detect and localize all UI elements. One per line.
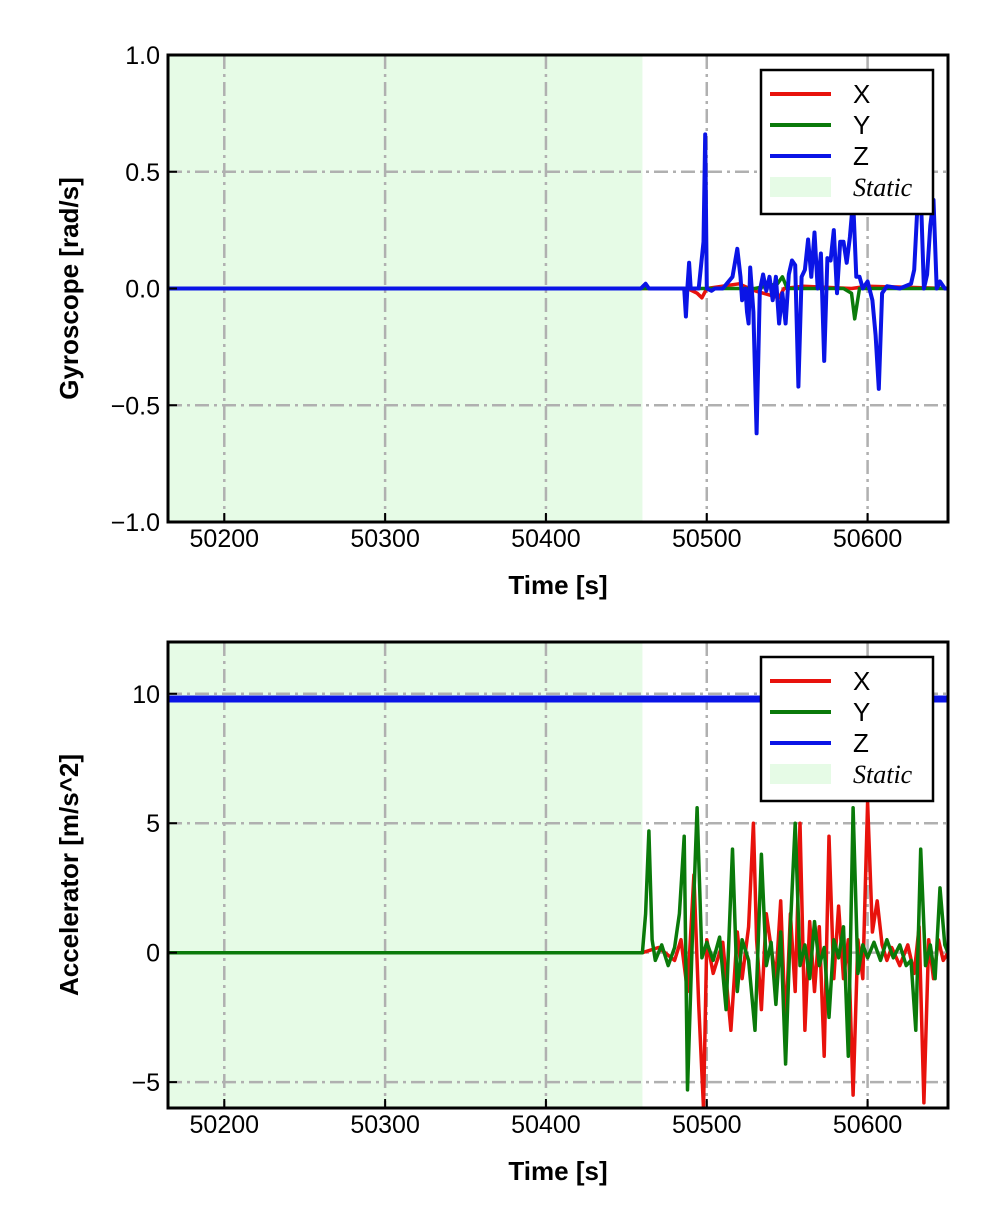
- x-tick-label: 50300: [350, 1111, 420, 1139]
- y-tick-label: −1.0: [111, 509, 160, 537]
- legend-label-y: Y: [853, 697, 870, 727]
- x-tick-label: 50200: [190, 525, 260, 553]
- x-tick-label: 50400: [511, 1111, 581, 1139]
- y-axis-label: Accelerator [m/s^2]: [54, 754, 84, 996]
- y-tick-label: 10: [132, 681, 160, 709]
- x-tick-label: 50200: [190, 1111, 260, 1139]
- x-tick-label: 50600: [833, 1111, 903, 1139]
- x-axis-label: Time [s]: [508, 570, 607, 600]
- y-tick-label: 5: [146, 810, 160, 838]
- legend-label-y: Y: [853, 110, 870, 140]
- y-tick-label: 1.0: [125, 42, 160, 70]
- legend-swatch-static: [770, 177, 831, 197]
- plot-frame: [166, 640, 950, 1110]
- x-tick-label: 50500: [672, 525, 742, 553]
- legend-label-static: Static: [853, 173, 913, 202]
- y-tick-label: 0.0: [125, 276, 160, 304]
- chart-panel-2: 50200 50300 50400 50500 50600 −5 0 5 10 Time [s] A…: [54, 640, 950, 1186]
- legend-label-x: X: [853, 79, 870, 109]
- x-tick-label: 50300: [350, 525, 420, 553]
- y-tick-label: 0: [146, 940, 160, 968]
- x-axis-label: Time [s]: [508, 1156, 607, 1186]
- legend-label-static: Static: [853, 760, 913, 789]
- static-region: [168, 642, 643, 1108]
- legend-label-x: X: [853, 666, 870, 696]
- legend-label-z: Z: [853, 141, 869, 171]
- y-tick-label: 0.5: [125, 159, 160, 187]
- legend-swatch-static: [770, 764, 831, 784]
- y-axis-label: Gyroscope [rad/s]: [54, 177, 84, 400]
- x-tick-label: 50400: [511, 525, 581, 553]
- legend-label-z: Z: [853, 728, 869, 758]
- chart-panel-1: 50200 50300 50400 50500 50600 −1.0 −0.5 0.0 0.5 1…: [54, 42, 950, 600]
- series-line-z: [168, 132, 948, 436]
- x-tick-label: 50500: [672, 1111, 742, 1139]
- x-tick-label: 50600: [833, 525, 903, 553]
- series-line-y: [168, 805, 948, 1092]
- y-tick-label: −5: [131, 1069, 160, 1097]
- y-tick-label: −0.5: [111, 392, 160, 420]
